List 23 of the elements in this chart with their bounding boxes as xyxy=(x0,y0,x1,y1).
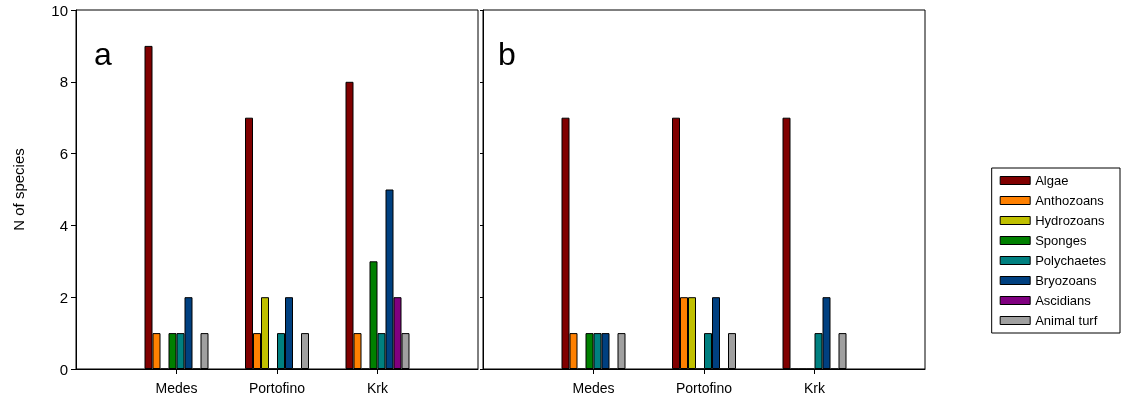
annotation: a xyxy=(94,36,112,72)
x-tick-label: Portofino xyxy=(248,380,306,396)
legend-label: Algae xyxy=(1035,173,1069,188)
legend-label: Animal turf xyxy=(1035,313,1098,328)
legend-label: Hydrozoans xyxy=(1035,213,1106,228)
x-tick-label: Krk xyxy=(367,380,389,396)
annotation: b xyxy=(498,36,516,72)
legend-label: Ascidians xyxy=(1035,293,1092,308)
y-axis-title: N of species xyxy=(10,148,27,231)
x-tick-label: Medes xyxy=(155,380,198,396)
x-tick-label: Krk xyxy=(804,380,826,396)
legend-label: Bryozoans xyxy=(1035,273,1098,288)
y-tick-label: 2 xyxy=(59,288,68,306)
x-tick-label: Portofino xyxy=(675,380,733,396)
y-tick-label: 0 xyxy=(59,360,68,378)
x-tick-label: Medes xyxy=(572,380,615,396)
legend-label: Polychaetes xyxy=(1035,253,1107,268)
y-tick-label: 4 xyxy=(59,216,68,234)
legend-label: Sponges xyxy=(1035,233,1087,248)
legend-label: Anthozoans xyxy=(1035,193,1105,208)
y-tick-label: 10 xyxy=(51,1,68,19)
y-tick-label: 6 xyxy=(59,145,68,163)
y-tick-label: 8 xyxy=(59,73,68,91)
